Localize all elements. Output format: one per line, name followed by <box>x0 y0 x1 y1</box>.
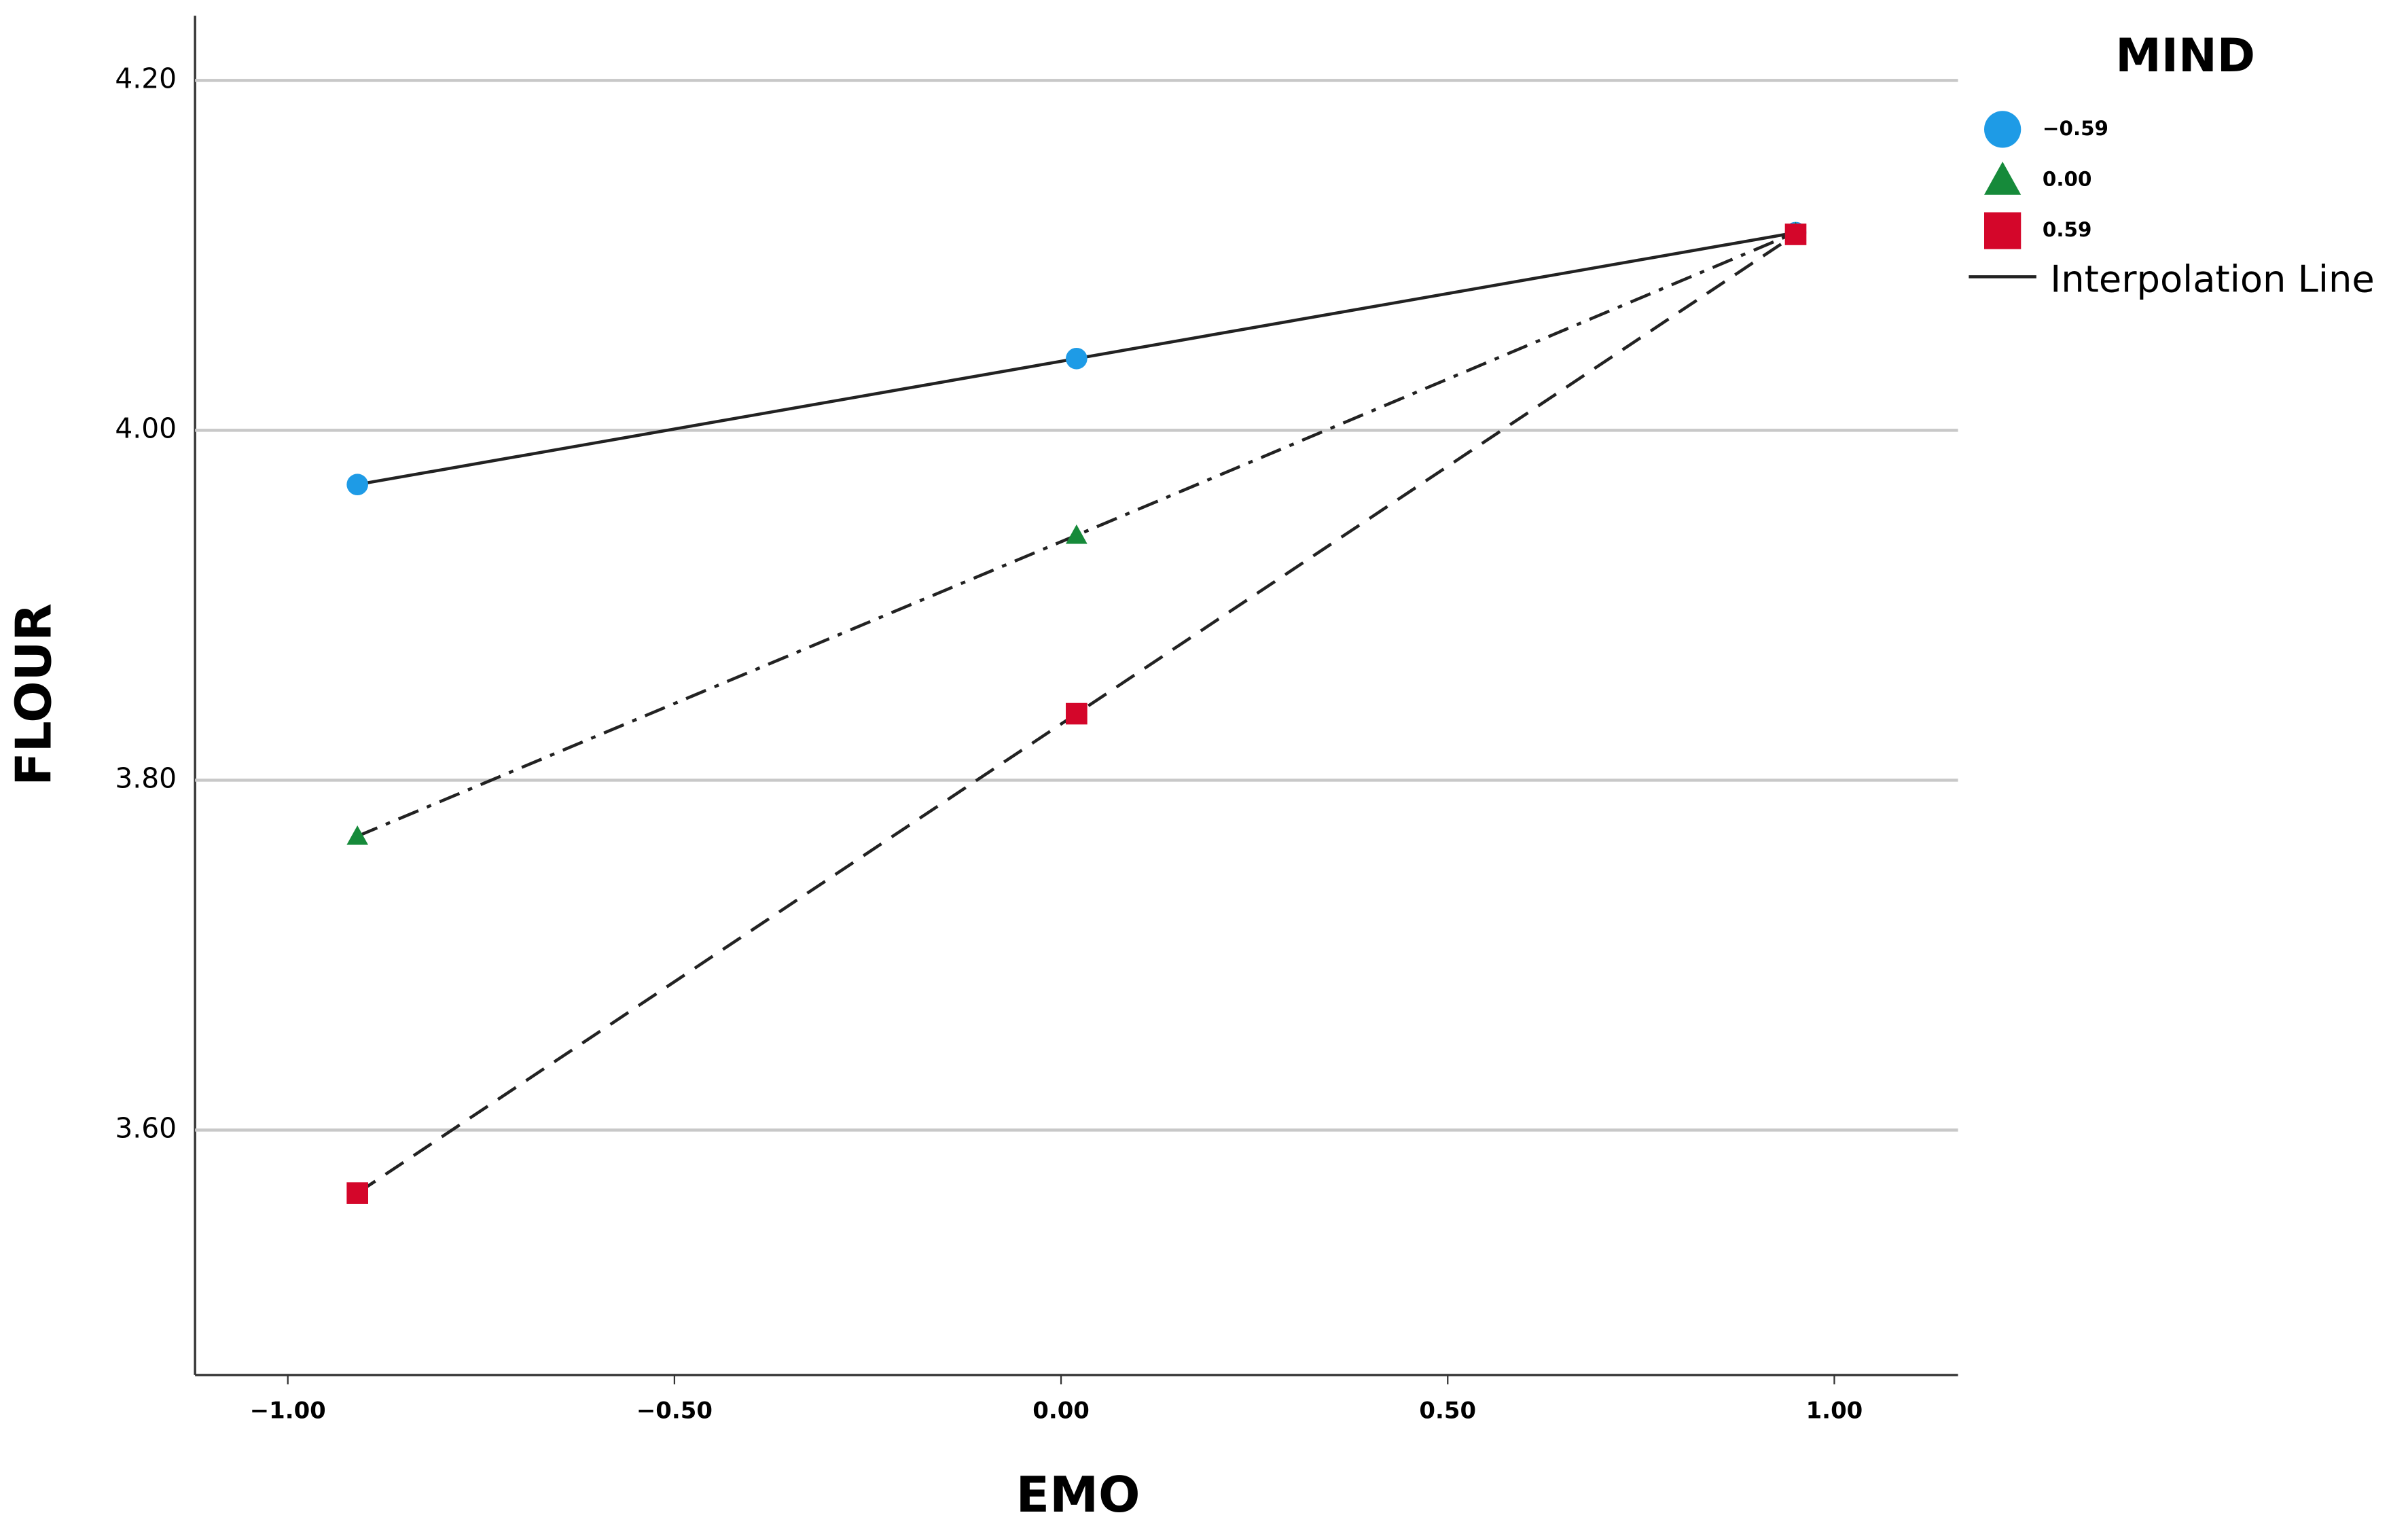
legend-marker <box>1984 212 2021 249</box>
legend-marker <box>1984 111 2021 148</box>
point <box>1066 347 1088 370</box>
point <box>346 474 369 496</box>
x-tick-label: 1.00 <box>1806 1397 1863 1424</box>
point <box>1066 702 1088 725</box>
y-tick-label: 3.80 <box>115 762 177 794</box>
x-tick-label: 0.00 <box>1032 1397 1090 1424</box>
legend-label: −0.59 <box>2043 117 2108 140</box>
legend-line-label: Interpolation Line <box>2050 257 2374 300</box>
x-tick-label: 0.50 <box>1419 1397 1476 1424</box>
point <box>346 1182 369 1204</box>
y-axis-title: FLOUR <box>5 603 62 786</box>
series-line <box>357 231 1797 838</box>
legend-label: 0.00 <box>2043 167 2091 190</box>
point <box>1066 524 1088 544</box>
x-tick-label: −1.00 <box>250 1397 326 1424</box>
x-axis-title: EMO <box>1016 1467 1140 1524</box>
legend-marker <box>1984 161 2021 195</box>
y-tick-label: 4.00 <box>115 412 177 444</box>
legend-title: MIND <box>2115 29 2255 82</box>
y-tick-label: 3.60 <box>115 1111 177 1144</box>
point <box>346 825 369 845</box>
y-tick-label: 4.20 <box>115 62 177 94</box>
legend-label: 0.59 <box>2043 218 2091 241</box>
point <box>1784 224 1807 245</box>
x-tick-label: −0.50 <box>636 1397 713 1424</box>
